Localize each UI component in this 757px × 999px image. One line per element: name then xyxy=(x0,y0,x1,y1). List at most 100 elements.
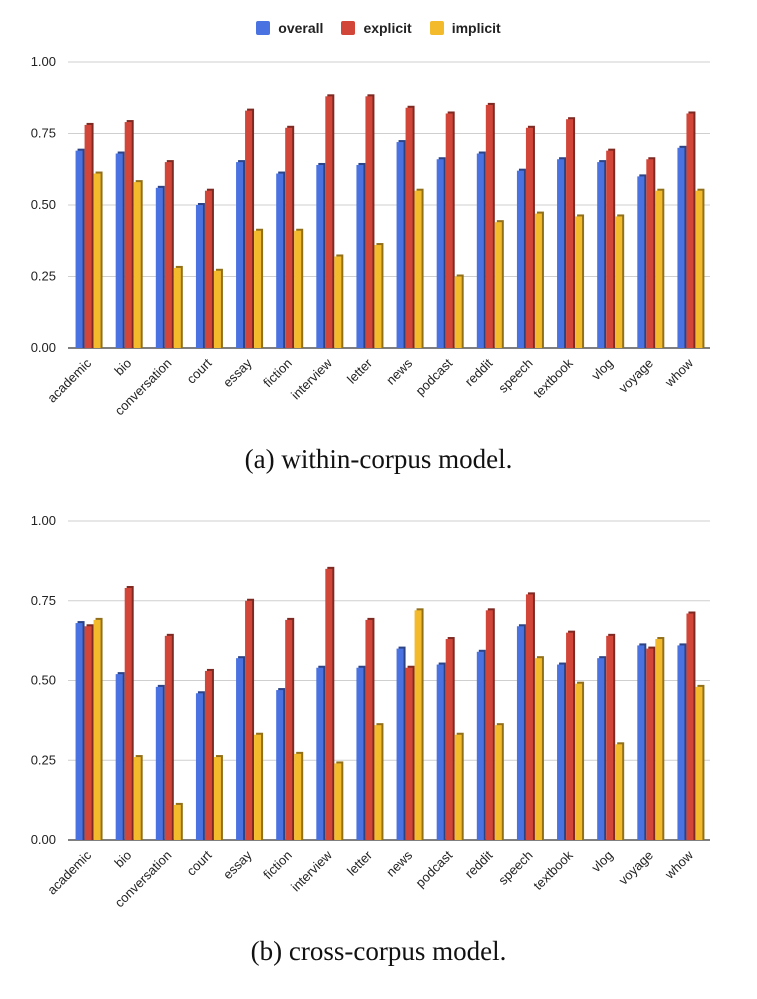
bar-implicit-bio xyxy=(133,182,141,348)
bar-overall-reddit xyxy=(476,153,484,348)
bar-overall-speech xyxy=(516,626,524,840)
bar-overall-court xyxy=(195,693,203,840)
bar-explicit-court xyxy=(204,670,212,840)
x-tick-label: academic xyxy=(44,847,94,897)
y-tick-label: 0.50 xyxy=(31,673,56,688)
bar-overall-academic xyxy=(75,150,83,348)
bar-overall-whow xyxy=(677,147,685,348)
x-tick-label: news xyxy=(383,847,415,879)
y-tick-label: 1.00 xyxy=(31,54,56,69)
bar-implicit-conversation xyxy=(173,267,181,348)
x-tick-label: news xyxy=(383,355,415,387)
x-tick-label: fiction xyxy=(260,356,295,391)
bar-implicit-textbook xyxy=(575,683,583,840)
caption-cross-corpus: (b) cross-corpus model. xyxy=(250,936,507,966)
bar-implicit-essay xyxy=(254,230,262,348)
bar-overall-essay xyxy=(236,658,244,840)
x-tick-label: vlog xyxy=(588,848,615,875)
bar-explicit-speech xyxy=(525,127,533,348)
bar-explicit-vlog xyxy=(606,635,614,840)
bar-explicit-whow xyxy=(686,613,694,840)
bar-implicit-whow xyxy=(695,190,703,348)
bar-explicit-letter xyxy=(365,619,373,840)
bar-explicit-interview xyxy=(325,96,333,348)
bar-overall-bio xyxy=(115,674,123,840)
bar-explicit-vlog xyxy=(606,150,614,348)
bar-implicit-whow xyxy=(695,686,703,840)
bar-overall-voyage xyxy=(637,645,645,840)
x-tick-label: essay xyxy=(220,355,255,390)
legend-label-overall: overall xyxy=(278,20,324,36)
legend-swatch-implicit xyxy=(429,21,444,35)
x-tick-label: essay xyxy=(220,847,255,882)
bar-implicit-reddit xyxy=(494,725,502,840)
y-tick-label: 0.75 xyxy=(31,126,56,141)
bar-explicit-bio xyxy=(124,122,132,348)
bar-explicit-podcast xyxy=(445,639,453,840)
x-tick-label: reddit xyxy=(462,847,496,881)
legend-swatch-explicit xyxy=(341,21,356,35)
bar-implicit-conversation xyxy=(173,804,181,840)
bar-explicit-academic xyxy=(84,124,92,348)
bar-explicit-fiction xyxy=(285,619,293,840)
caption-within-corpus: (a) within-corpus model. xyxy=(244,444,513,474)
x-tick-label: letter xyxy=(344,355,376,387)
bar-explicit-news xyxy=(405,667,413,840)
bar-explicit-voyage xyxy=(646,159,654,348)
bar-implicit-voyage xyxy=(655,190,663,348)
x-tick-label: vlog xyxy=(588,356,615,383)
bar-implicit-court xyxy=(213,270,221,348)
x-tick-label: reddit xyxy=(462,355,496,389)
bar-implicit-letter xyxy=(374,245,382,348)
bar-overall-podcast xyxy=(436,159,444,348)
y-tick-label: 1.00 xyxy=(31,513,56,528)
bar-overall-reddit xyxy=(476,651,484,840)
bar-implicit-podcast xyxy=(454,276,462,348)
bar-implicit-interview xyxy=(334,256,342,348)
y-tick-label: 0.25 xyxy=(31,752,56,767)
bar-overall-conversation xyxy=(155,686,163,840)
bar-explicit-letter xyxy=(365,96,373,348)
bar-explicit-reddit xyxy=(485,104,493,349)
legend-label-implicit: implicit xyxy=(451,20,501,36)
bar-overall-textbook xyxy=(557,159,565,348)
bar-implicit-academic xyxy=(93,173,101,348)
bar-overall-fiction xyxy=(276,690,284,840)
bar-implicit-voyage xyxy=(655,639,663,840)
bar-overall-letter xyxy=(356,667,364,840)
bar-explicit-court xyxy=(204,190,212,348)
bar-overall-interview xyxy=(316,164,324,348)
x-tick-label: textbook xyxy=(530,847,576,893)
bar-overall-conversation xyxy=(155,187,163,348)
bar-implicit-essay xyxy=(254,734,262,840)
legend-label-explicit: explicit xyxy=(363,20,412,36)
x-tick-label: voyage xyxy=(616,848,656,888)
bar-implicit-reddit xyxy=(494,222,502,348)
x-tick-label: bio xyxy=(111,356,134,379)
bar-explicit-essay xyxy=(245,110,253,349)
y-tick-label: 0.00 xyxy=(31,340,56,355)
x-tick-label: bio xyxy=(111,848,134,871)
bar-explicit-interview xyxy=(325,568,333,840)
bar-overall-bio xyxy=(115,153,123,348)
bar-explicit-conversation xyxy=(164,162,172,348)
bar-implicit-court xyxy=(213,757,221,840)
bar-overall-interview xyxy=(316,667,324,840)
bar-overall-voyage xyxy=(637,176,645,348)
bar-overall-essay xyxy=(236,162,244,348)
x-tick-label: fiction xyxy=(260,848,295,883)
bar-explicit-news xyxy=(405,107,413,348)
bar-overall-speech xyxy=(516,170,524,348)
bar-overall-fiction xyxy=(276,173,284,348)
bar-overall-whow xyxy=(677,645,685,840)
x-tick-label: interview xyxy=(288,847,335,894)
bar-implicit-fiction xyxy=(294,753,302,840)
legend-item-explicit: explicit xyxy=(341,20,412,36)
bar-implicit-podcast xyxy=(454,734,462,840)
bar-implicit-bio xyxy=(133,757,141,840)
x-tick-label: court xyxy=(184,847,215,878)
bar-implicit-news xyxy=(414,190,422,348)
bar-overall-podcast xyxy=(436,664,444,840)
